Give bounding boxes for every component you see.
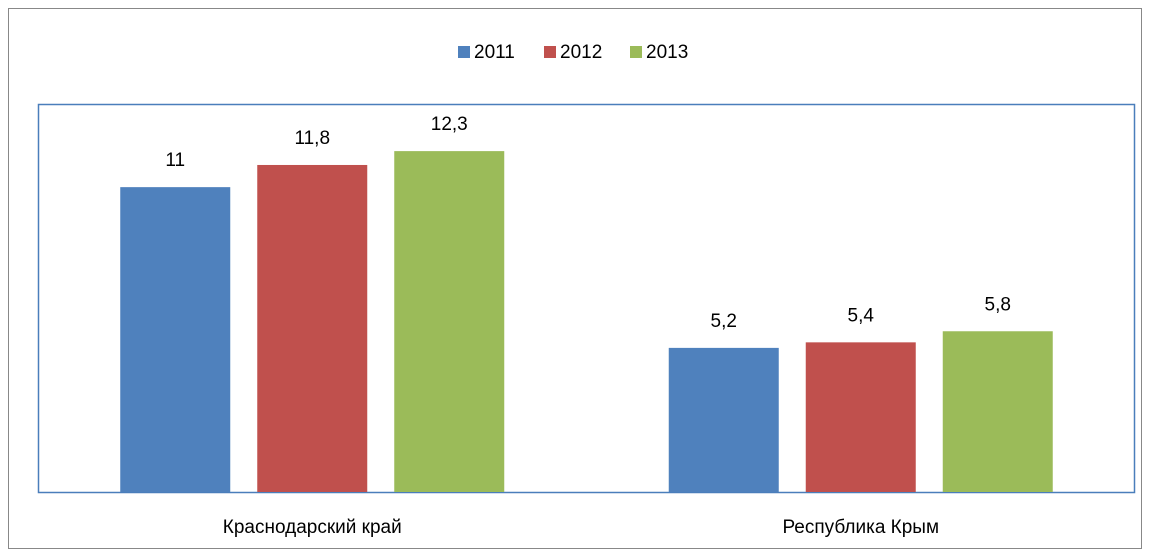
bar bbox=[394, 151, 505, 492]
x-tick-label: Республика Крым bbox=[782, 517, 939, 538]
data-label: 5,8 bbox=[985, 294, 1011, 315]
bar bbox=[805, 342, 916, 492]
bar bbox=[120, 187, 231, 492]
legend-label: 2013 bbox=[646, 42, 688, 63]
legend-swatch bbox=[458, 46, 470, 58]
data-label: 11,8 bbox=[294, 128, 330, 149]
bar bbox=[942, 331, 1053, 492]
bar bbox=[257, 164, 368, 492]
data-label: 5,4 bbox=[848, 305, 875, 326]
data-label: 12,3 bbox=[431, 114, 468, 135]
legend-swatch bbox=[544, 46, 556, 58]
legend-label: 2012 bbox=[560, 42, 602, 63]
x-tick-label: Краснодарский край bbox=[223, 517, 402, 538]
bar bbox=[668, 347, 779, 492]
data-label: 11 bbox=[165, 150, 185, 171]
legend-label: 2011 bbox=[474, 42, 515, 63]
data-label: 5,2 bbox=[711, 311, 737, 332]
legend-swatch bbox=[630, 46, 642, 58]
